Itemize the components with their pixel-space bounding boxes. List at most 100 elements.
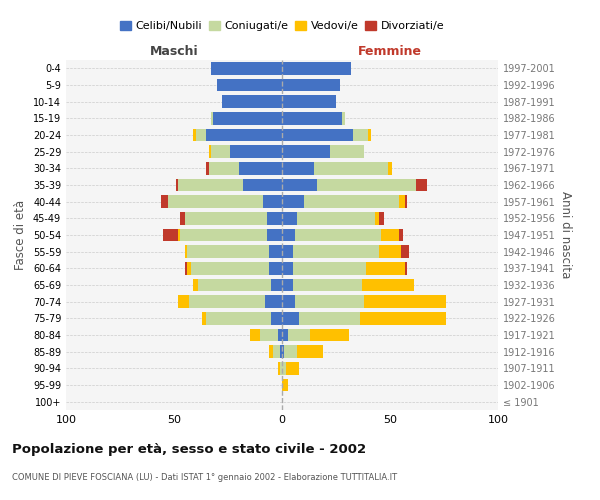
Bar (368, 129, 371, 141)
Bar (187, 246, 269, 258)
Bar (187, 262, 191, 274)
Bar (263, 196, 282, 208)
Bar (284, 346, 297, 358)
Bar (282, 62, 351, 74)
Bar (213, 112, 282, 124)
Bar (202, 312, 206, 324)
Bar (181, 212, 185, 224)
Bar (239, 162, 282, 174)
Bar (293, 246, 379, 258)
Bar (211, 62, 282, 74)
Bar (282, 262, 293, 274)
Bar (329, 146, 364, 158)
Bar (362, 279, 414, 291)
Bar (265, 296, 282, 308)
Bar (293, 262, 366, 274)
Bar (209, 146, 211, 158)
Bar (388, 162, 392, 174)
Bar (185, 212, 267, 224)
Bar (269, 246, 282, 258)
Bar (206, 162, 209, 174)
Bar (185, 246, 187, 258)
Bar (405, 196, 407, 208)
Bar (278, 362, 280, 374)
Bar (217, 79, 282, 92)
Bar (269, 262, 282, 274)
Bar (198, 279, 271, 291)
Bar (206, 312, 271, 324)
Bar (178, 296, 189, 308)
Bar (379, 246, 401, 258)
Bar (206, 129, 282, 141)
Bar (221, 96, 282, 108)
Text: Popolazione per età, sesso e stato civile - 2002: Popolazione per età, sesso e stato civil… (12, 442, 366, 456)
Bar (271, 312, 282, 324)
Bar (375, 212, 379, 224)
Bar (382, 229, 398, 241)
Bar (211, 146, 230, 158)
Text: COMUNE DI PIEVE FOSCIANA (LU) - Dati ISTAT 1° gennaio 2002 - Elaborazione TUTTIT: COMUNE DI PIEVE FOSCIANA (LU) - Dati IST… (12, 472, 397, 482)
Bar (161, 196, 167, 208)
Bar (230, 146, 282, 158)
Bar (282, 196, 304, 208)
Bar (360, 312, 446, 324)
Bar (282, 212, 297, 224)
Bar (269, 346, 274, 358)
Bar (297, 212, 375, 224)
Bar (274, 346, 280, 358)
Bar (282, 79, 340, 92)
Bar (267, 229, 282, 241)
Bar (282, 362, 286, 374)
Bar (343, 112, 344, 124)
Bar (405, 262, 407, 274)
Bar (297, 346, 323, 358)
Bar (178, 179, 243, 192)
Bar (282, 146, 329, 158)
Bar (314, 162, 388, 174)
Bar (211, 112, 213, 124)
Bar (282, 229, 295, 241)
Bar (189, 296, 265, 308)
Bar (282, 112, 343, 124)
Bar (282, 96, 336, 108)
Bar (163, 229, 178, 241)
Bar (260, 329, 278, 341)
Bar (289, 329, 310, 341)
Bar (167, 196, 263, 208)
Bar (304, 196, 398, 208)
Bar (178, 229, 181, 241)
Bar (280, 346, 282, 358)
Bar (278, 329, 282, 341)
Bar (366, 262, 405, 274)
Bar (282, 279, 293, 291)
Bar (250, 329, 260, 341)
Bar (181, 229, 267, 241)
Bar (379, 212, 383, 224)
Bar (193, 129, 196, 141)
Bar (191, 262, 269, 274)
Y-axis label: Anni di nascita: Anni di nascita (559, 192, 572, 278)
Bar (286, 362, 299, 374)
Legend: Celibi/Nubili, Coniugati/e, Vedovi/e, Divorziati/e: Celibi/Nubili, Coniugati/e, Vedovi/e, Di… (115, 16, 449, 36)
Bar (401, 246, 409, 258)
Bar (353, 129, 368, 141)
Bar (295, 296, 364, 308)
Bar (282, 129, 353, 141)
Bar (209, 162, 239, 174)
Bar (282, 329, 289, 341)
Bar (282, 179, 317, 192)
Bar (185, 262, 187, 274)
Bar (196, 129, 206, 141)
Bar (282, 246, 293, 258)
Bar (280, 362, 282, 374)
Bar (416, 179, 427, 192)
Text: Femmine: Femmine (358, 46, 422, 59)
Bar (293, 279, 362, 291)
Bar (295, 229, 382, 241)
Bar (271, 279, 282, 291)
Bar (282, 312, 299, 324)
Bar (243, 179, 282, 192)
Bar (317, 179, 416, 192)
Bar (364, 296, 446, 308)
Bar (282, 162, 314, 174)
